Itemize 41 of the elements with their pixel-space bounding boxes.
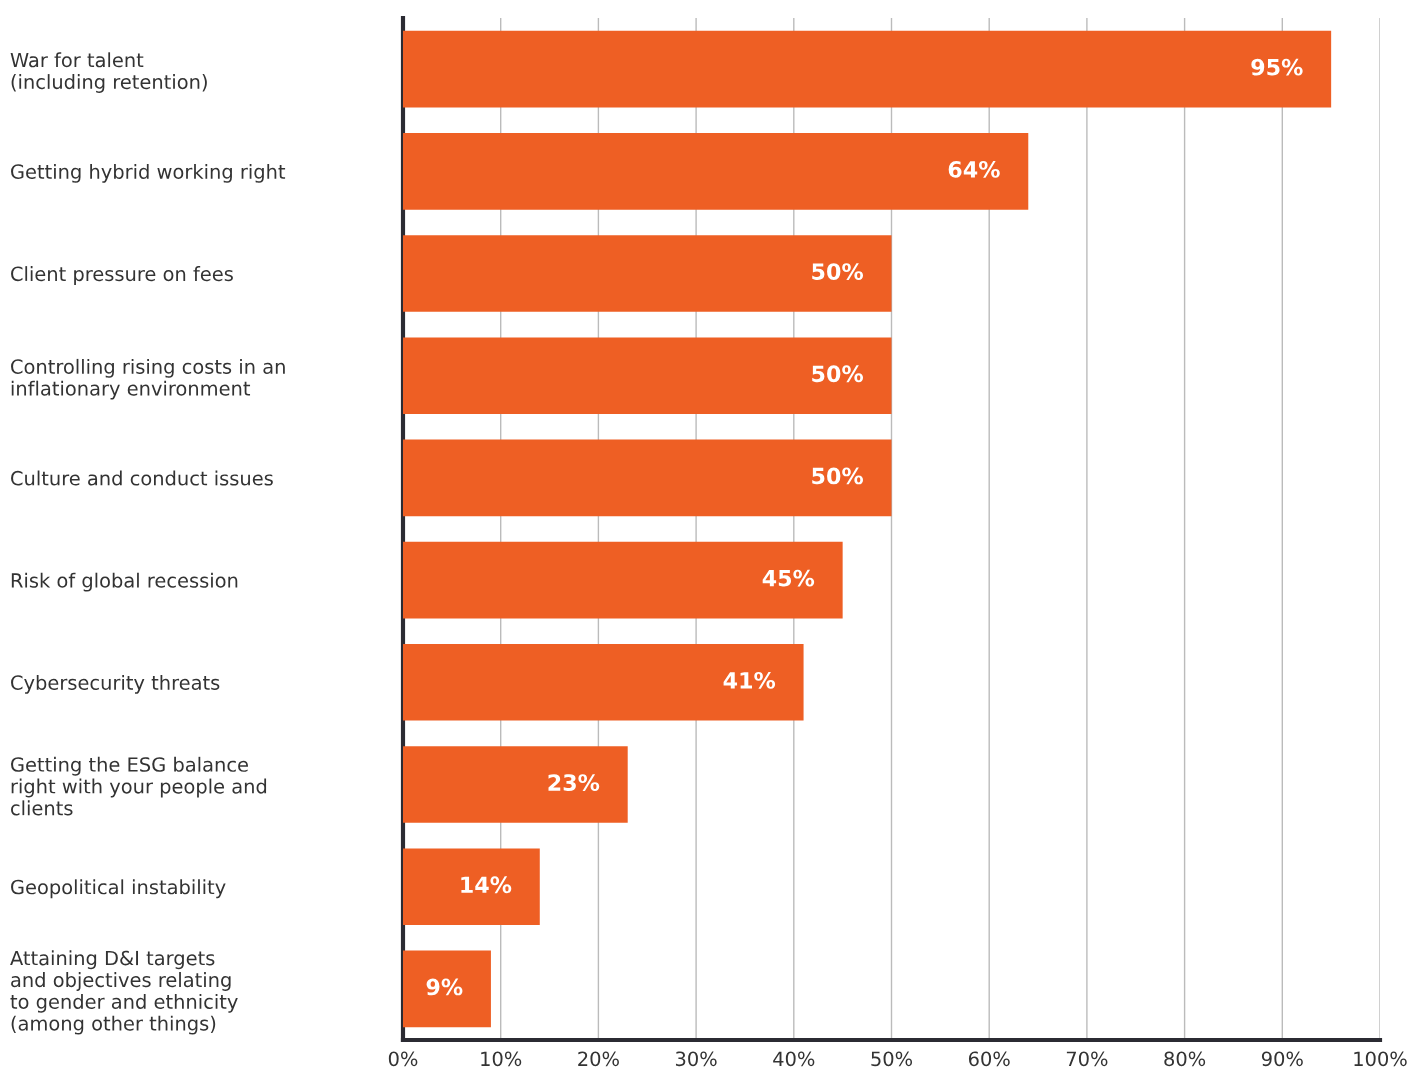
x-tick-label: 50%: [871, 1051, 913, 1067]
bar: [403, 950, 491, 1028]
data-label: 95%: [1251, 58, 1303, 76]
y-tick-label: War for talent (including retention): [10, 52, 207, 93]
data-label: 50%: [812, 365, 864, 383]
bar: [403, 337, 892, 415]
data-label: 23%: [548, 774, 600, 791]
bar: [403, 439, 892, 517]
x-tick-label: 60%: [968, 1051, 1010, 1067]
data-label: 14%: [461, 876, 512, 894]
bar: [403, 132, 1029, 210]
bar: [403, 746, 628, 823]
x-tick-label: 10%: [481, 1051, 522, 1067]
y-tick-label: Getting the ESG balance right with your people and clients: [11, 756, 267, 816]
x-tick-label: 30%: [675, 1051, 717, 1067]
x-tick-label: 20%: [578, 1051, 619, 1067]
data-label: 50%: [812, 263, 864, 280]
x-tick-label: 80%: [1164, 1051, 1206, 1067]
data-label: 41%: [723, 671, 776, 689]
x-tick-label: 0%: [388, 1051, 418, 1067]
y-tick-label: Geopolitical instability: [11, 879, 226, 899]
y-tick-label: Controlling rising costs in an inflationary environment: [11, 358, 285, 400]
bar: [403, 848, 540, 926]
data-label: 50%: [812, 467, 864, 485]
y-tick-label: Culture and conduct issues: [11, 470, 273, 486]
x-tick-label: 100%: [1354, 1051, 1407, 1067]
bar: [403, 541, 843, 619]
bar: [403, 30, 1332, 108]
y-tick-label: Cybersecurity threats: [11, 674, 220, 694]
y-tick-label: Attaining D&I targets and objectives relating to gender and ethnicity (among other things): [10, 950, 238, 1035]
x-tick-label: 70%: [1066, 1051, 1108, 1067]
y-tick-label: Getting hybrid working right: [11, 163, 286, 183]
data-label: 45%: [762, 569, 815, 587]
x-tick-label: 40%: [773, 1051, 815, 1067]
x-tick-label: 90%: [1261, 1051, 1303, 1067]
y-tick-label: Client pressure on fees: [11, 266, 233, 285]
y-tick-label: Risk of global recession: [11, 572, 238, 592]
bar: [403, 235, 892, 312]
bar: [403, 643, 804, 721]
data-label: 64%: [948, 160, 1000, 178]
data-label: 9%: [426, 978, 463, 996]
